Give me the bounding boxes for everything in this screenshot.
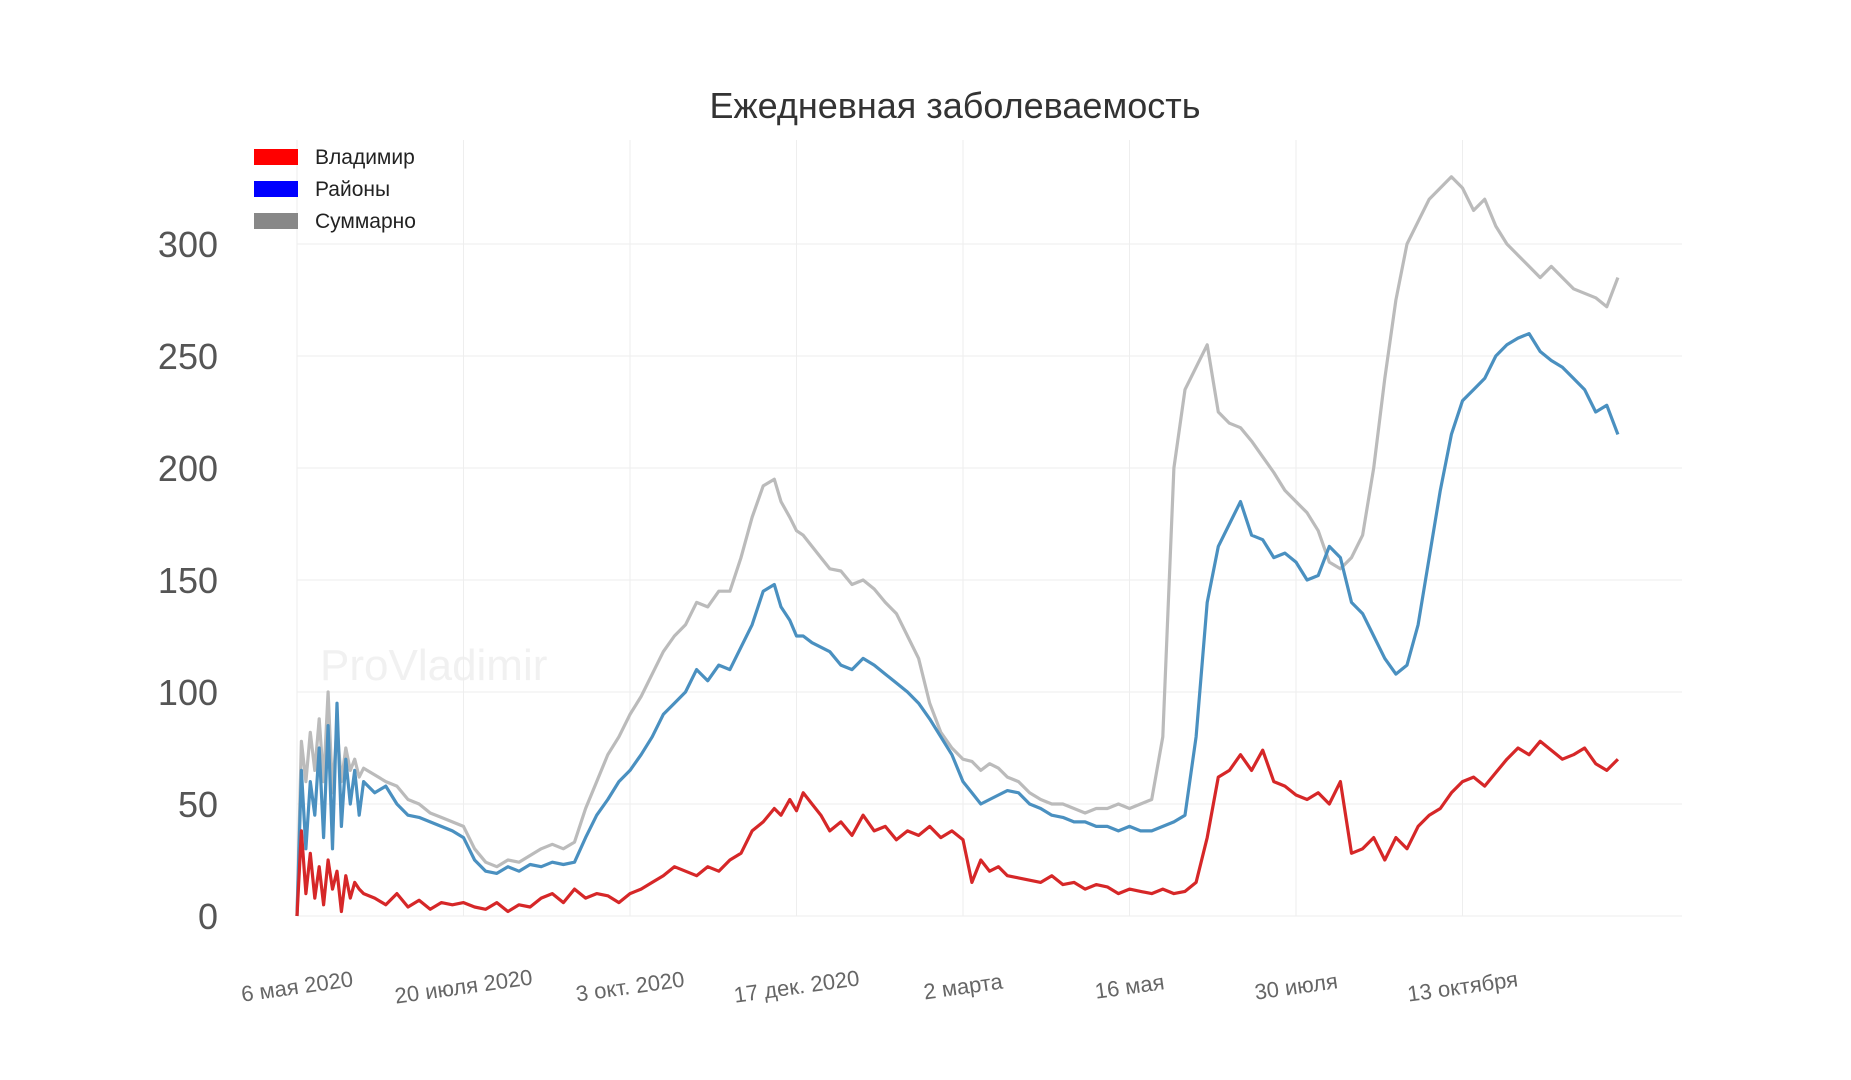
legend-swatch: [254, 149, 298, 165]
chart-series: [295, 175, 1620, 917]
x-tick-label: 20 июля 2020: [393, 964, 534, 1008]
legend-label: Суммарно: [315, 210, 416, 233]
series-line-rayony: [295, 332, 1620, 917]
watermark-text: ProVladimir: [320, 641, 547, 690]
x-tick-label: 30 июля: [1253, 968, 1339, 1004]
x-tick-label: 17 дек. 2020: [732, 965, 861, 1007]
y-tick-label: 0: [198, 896, 218, 937]
y-tick-label: 250: [158, 336, 218, 377]
legend-swatch: [254, 181, 298, 197]
series-line-vladimir: [295, 739, 1620, 917]
y-tick-label: 50: [178, 784, 218, 825]
series-line-summarno: [295, 175, 1620, 917]
y-tick-label: 150: [158, 560, 218, 601]
legend-label: Владимир: [315, 146, 415, 169]
x-tick-label: 2 марта: [922, 968, 1005, 1004]
legend-swatch: [254, 213, 298, 229]
y-tick-label: 200: [158, 448, 218, 489]
chart-title: Ежедневная заболеваемость: [710, 85, 1201, 126]
x-tick-label: 3 окт. 2020: [574, 967, 686, 1007]
x-tick-label: 16 мая: [1093, 969, 1166, 1003]
legend-label: Районы: [315, 178, 390, 201]
y-tick-label: 300: [158, 224, 218, 265]
x-tick-label: 6 мая 2020: [240, 966, 355, 1006]
y-axis-ticks: 0 50 100 150 200 250 300: [158, 224, 218, 937]
chart-legend: Владимир Районы Суммарно: [254, 146, 416, 233]
chart-grid: [296, 140, 1682, 917]
y-tick-label: 100: [158, 672, 218, 713]
x-tick-label: 13 октября: [1406, 966, 1520, 1006]
x-axis-ticks: 6 мая 2020 20 июля 2020 3 окт. 2020 17 дек.…: [240, 964, 1520, 1008]
